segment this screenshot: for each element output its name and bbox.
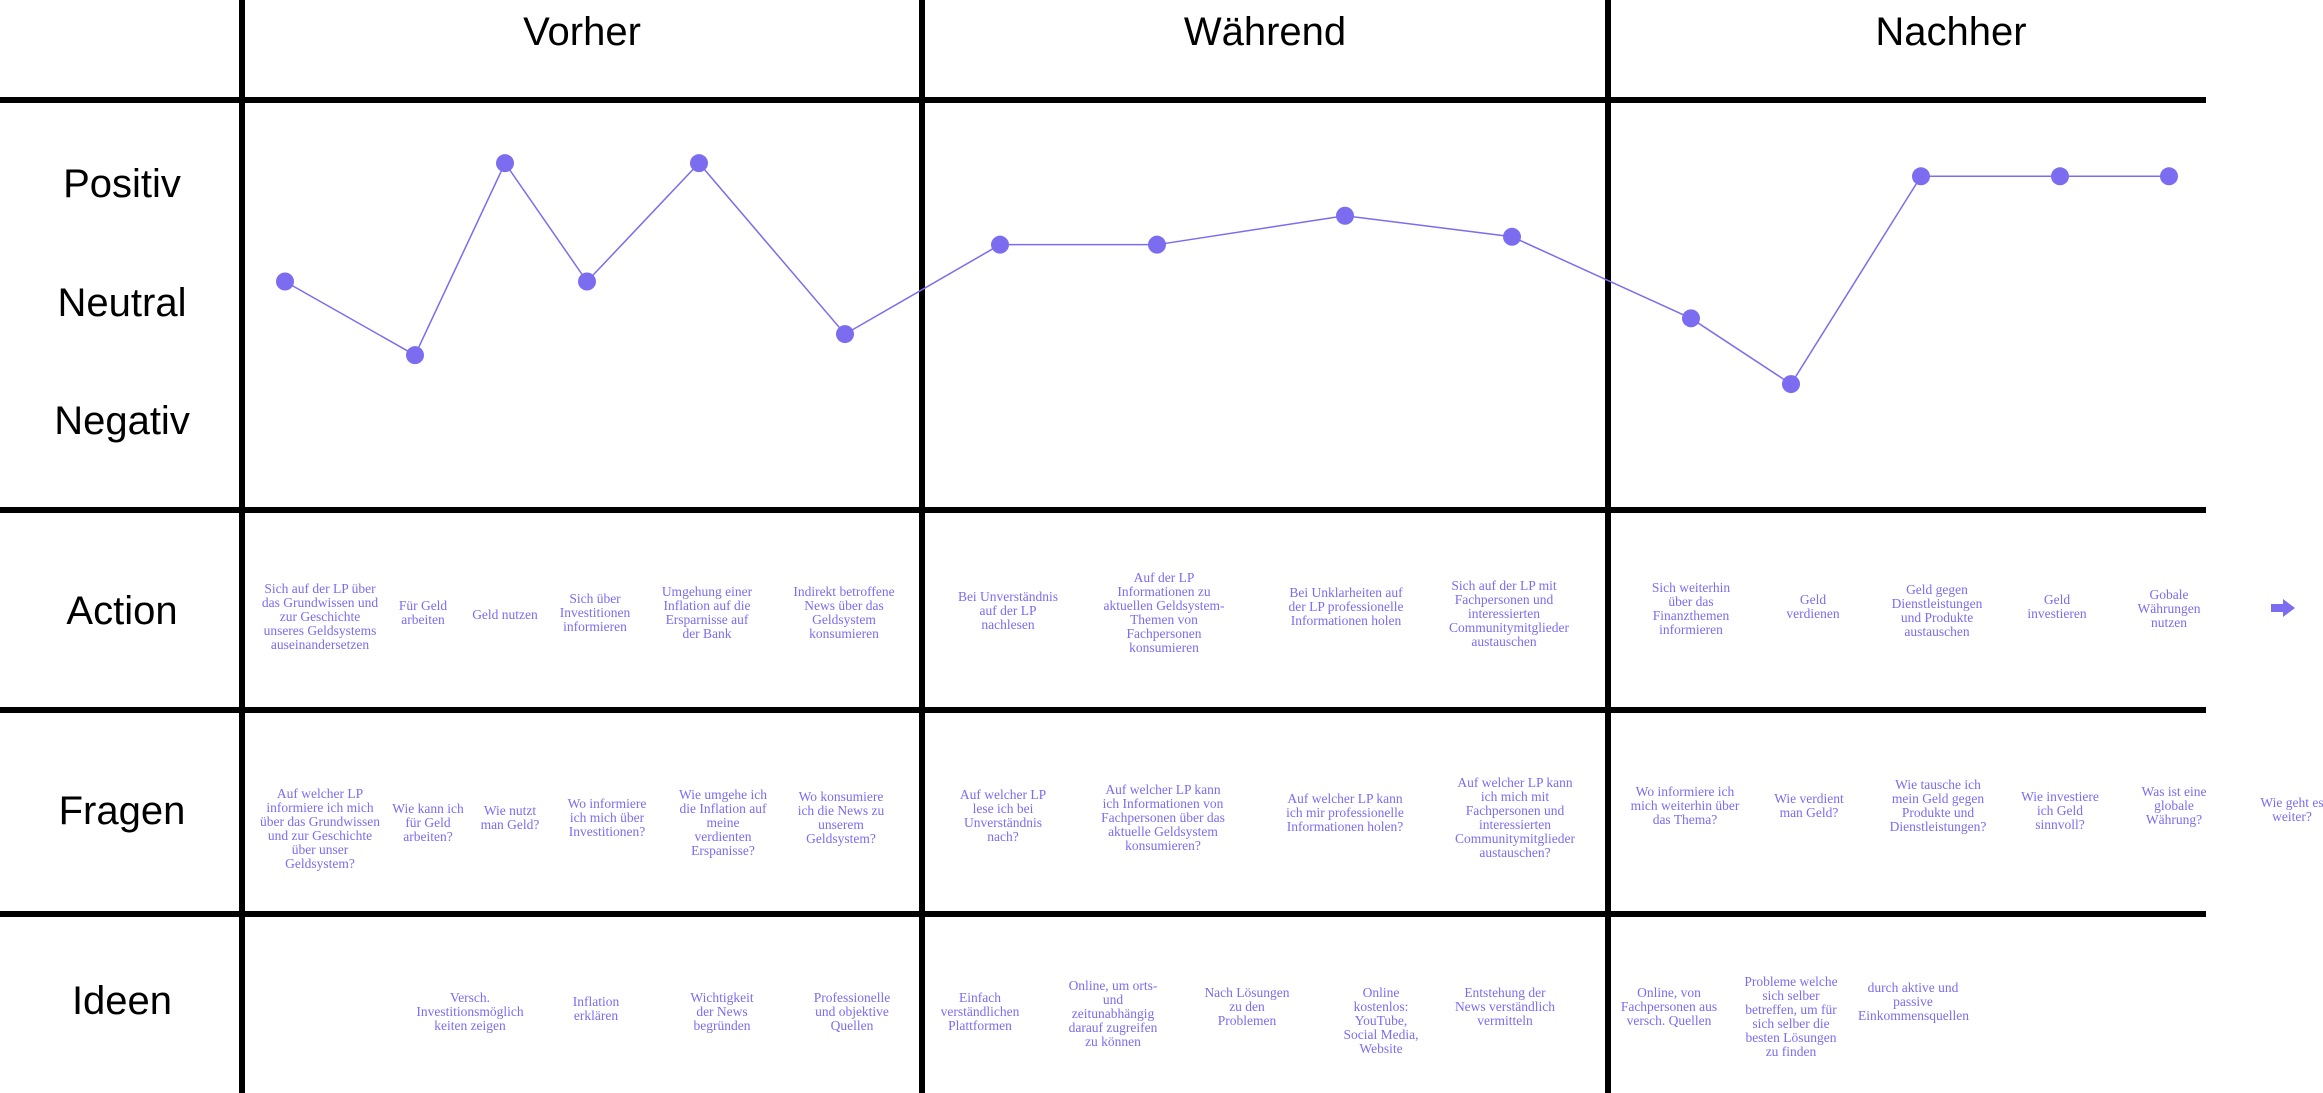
action-note: Geld nutzen bbox=[472, 607, 538, 622]
row-label-questions: Fragen bbox=[58, 789, 186, 833]
journey-point bbox=[406, 346, 424, 365]
question-note: Wie kann ich für Geld arbeiten? bbox=[392, 801, 464, 844]
action-note: Sich auf der LP über das Grundwissen und… bbox=[261, 581, 379, 652]
question-note: Wie investiere ich Geld sinnvoll? bbox=[2021, 789, 2099, 832]
phase-header-after: Nachher bbox=[1875, 10, 2027, 54]
idea-note: Probleme welche sich selber betreffen, u… bbox=[1744, 974, 1838, 1059]
question-note: Wo informiere ich mich weiterhin über da… bbox=[1630, 784, 1740, 827]
action-note: Geld gegen Dienstleistungen und Produkte… bbox=[1891, 582, 1983, 639]
grid-vertical-line bbox=[919, 0, 925, 1093]
question-note: Was ist eine globale Währung? bbox=[2141, 784, 2207, 827]
phase-header-before: Vorher bbox=[523, 10, 641, 54]
idea-note: Entstehung der News verständlich vermitt… bbox=[1454, 985, 1556, 1028]
row-label-neutral: Neutral bbox=[57, 281, 187, 325]
row-label-ideas: Ideen bbox=[71, 979, 173, 1023]
journey-point bbox=[991, 235, 1009, 254]
action-note: Sich weiterhin über das Finanzthemen inf… bbox=[1651, 580, 1731, 637]
journey-point bbox=[1148, 235, 1166, 254]
grid-vertical-line bbox=[239, 0, 245, 1093]
grid-vertical-line bbox=[1605, 0, 1611, 1093]
action-note: Geld verdienen bbox=[1786, 592, 1840, 621]
idea-note: Inflation erklären bbox=[572, 994, 620, 1023]
question-note: Auf welcher LP kann ich mir professionel… bbox=[1286, 791, 1404, 834]
action-note: Auf der LP Informationen zu aktuellen Ge… bbox=[1103, 570, 1225, 655]
idea-note: Online kostenlos: YouTube, Social Media,… bbox=[1343, 985, 1419, 1056]
question-note: Wo konsumiere ich die News zu unserem Ge… bbox=[797, 789, 885, 846]
question-note: Wo informiere ich mich über Investitione… bbox=[567, 796, 647, 839]
row-label-action: Action bbox=[66, 589, 178, 633]
idea-note: Online, von Fachpersonen aus versch. Que… bbox=[1620, 985, 1718, 1028]
phase-header-during: Während bbox=[1183, 10, 1347, 54]
question-note: Auf welcher LP lese ich bei Unverständni… bbox=[959, 787, 1047, 844]
action-note: Für Geld arbeiten bbox=[398, 598, 448, 627]
journey-point bbox=[1912, 167, 1930, 186]
question-note: Wie nutzt man Geld? bbox=[480, 803, 540, 832]
grid-horizontal-line bbox=[0, 507, 2206, 513]
action-note: Bei Unklarheiten auf der LP professionel… bbox=[1288, 585, 1404, 628]
action-note: Geld investieren bbox=[2027, 592, 2087, 621]
journey-point bbox=[496, 154, 514, 173]
journey-point bbox=[1503, 227, 1521, 246]
journey-point bbox=[836, 325, 854, 344]
row-label-negative: Negativ bbox=[54, 399, 190, 443]
journey-point bbox=[1336, 206, 1354, 225]
question-note: Auf welcher LP kann ich mich mit Fachper… bbox=[1455, 775, 1575, 860]
grid-horizontal-line bbox=[0, 911, 2206, 917]
journey-point bbox=[1782, 375, 1800, 394]
idea-note: Versch. Investitionsmöglich keiten zeige… bbox=[416, 990, 524, 1033]
question-note: Auf welcher LP kann ich Informationen vo… bbox=[1101, 782, 1225, 853]
question-note: Wie geht es weiter? bbox=[2260, 795, 2323, 824]
action-note: Umgehung einer Inflation auf die Ersparn… bbox=[661, 584, 753, 641]
action-note: Bei Unverständnis auf der LP nachlesen bbox=[957, 589, 1059, 632]
right-arrow-icon bbox=[2271, 599, 2295, 617]
journey-line bbox=[284, 161, 2169, 386]
question-note: Wie tausche ich mein Geld gegen Produkte… bbox=[1889, 777, 1987, 834]
grid-horizontal-line bbox=[0, 707, 2206, 713]
journey-point bbox=[1682, 309, 1700, 328]
action-note: Sich auf der LP mit Fachpersonen und int… bbox=[1449, 578, 1569, 649]
row-label-positive: Positiv bbox=[63, 162, 181, 206]
idea-note: Online, um orts- und zeitunabhängig dara… bbox=[1068, 978, 1158, 1049]
journey-point bbox=[2051, 167, 2069, 186]
question-note: Auf welcher LP informiere ich mich über … bbox=[260, 786, 380, 871]
grid-horizontal-line bbox=[0, 97, 2206, 103]
idea-note: Einfach verständlichen Plattformen bbox=[940, 990, 1020, 1033]
question-note: Wie umgehe ich die Inflation auf meine v… bbox=[679, 787, 767, 858]
idea-note: Nach Lösungen zu den Problemen bbox=[1204, 985, 1290, 1028]
journey-point bbox=[2160, 167, 2178, 186]
journey-point bbox=[578, 272, 596, 291]
idea-note: durch aktive und passive Einkommensquell… bbox=[1858, 980, 1969, 1023]
action-note: Sich über Investitionen informieren bbox=[559, 591, 631, 634]
idea-note: Wichtigkeit der News begründen bbox=[690, 990, 754, 1033]
question-note: Wie verdient man Geld? bbox=[1774, 791, 1844, 820]
action-note: Indirekt betroffene News über das Geldsy… bbox=[793, 584, 895, 641]
idea-note: Professionelle und objektive Quellen bbox=[813, 990, 891, 1033]
journey-point bbox=[276, 272, 294, 291]
action-note: Gobale Währungen nutzen bbox=[2137, 587, 2201, 630]
journey-point bbox=[690, 154, 708, 173]
